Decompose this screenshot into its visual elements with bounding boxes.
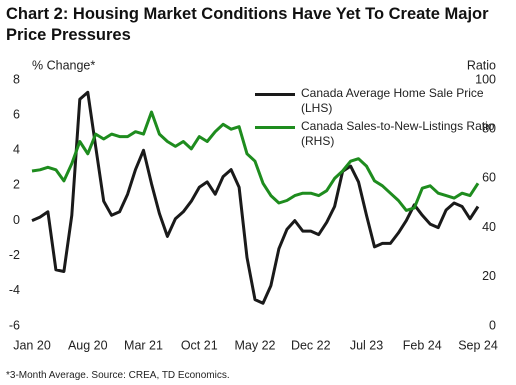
x-tick-label: Feb 24 (403, 338, 442, 352)
x-tick-label: Jan 20 (13, 338, 51, 352)
x-tick-label: Dec 22 (291, 338, 331, 352)
y-tick-label: 8 (13, 72, 20, 86)
y-tick-label: 0 (13, 213, 20, 227)
legend-item: Canada Average Home Sale Price (LHS) (255, 86, 510, 116)
legend: Canada Average Home Sale Price (LHS) Cana… (255, 86, 510, 152)
x-tick-label: Aug 20 (68, 338, 108, 352)
y2-tick-label: 80 (482, 121, 496, 135)
x-tick-label: Sep 24 (458, 338, 498, 352)
y-tick-label: -6 (9, 318, 20, 332)
data-line (31, 90, 480, 305)
y2-tick-label: 60 (482, 171, 496, 185)
footnote: *3-Month Average. Source: CREA, TD Econo… (6, 370, 230, 381)
y2-tick-label: 0 (489, 318, 496, 332)
y-tick-label: -4 (9, 283, 20, 297)
legend-label: Canada Sales-to-New-Listings Ratio (RHS) (301, 119, 495, 148)
x-tick-label: Oct 21 (181, 338, 218, 352)
y2-tick-label: 100 (475, 72, 496, 86)
legend-swatch (255, 126, 295, 129)
y2-tick-label: 40 (482, 220, 496, 234)
legend-label: Canada Average Home Sale Price (LHS) (301, 86, 484, 115)
legend-item: Canada Sales-to-New-Listings Ratio (RHS) (255, 119, 510, 149)
y-tick-label: 2 (13, 178, 20, 192)
y-tick-label: 6 (13, 107, 20, 121)
y2-axis-label: Ratio (467, 58, 496, 72)
data-line (31, 110, 480, 212)
y-axis-label: % Change* (32, 58, 95, 72)
legend-swatch (255, 93, 295, 96)
x-tick-label: Jul 23 (350, 338, 383, 352)
y-tick-label: 4 (13, 143, 20, 157)
x-tick-label: Mar 21 (124, 338, 163, 352)
x-tick-label: May 22 (235, 338, 276, 352)
y2-tick-label: 20 (482, 269, 496, 283)
chart-title: Chart 2: Housing Market Conditions Have … (6, 5, 489, 44)
y-tick-label: -2 (9, 248, 20, 262)
